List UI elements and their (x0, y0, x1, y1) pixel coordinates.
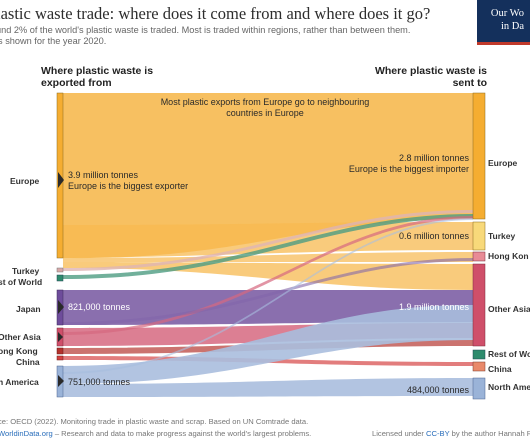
right-header-line-1: Where plastic waste is (374, 65, 487, 77)
flow-europe-hongkong (63, 252, 473, 262)
subtitle-line-1: und 2% of the world's plastic waste is t… (0, 25, 411, 35)
footer-site-link[interactable]: WorldinData.org (0, 429, 53, 438)
flow-namerica-namerica (63, 378, 473, 397)
node-dest-otherasia (472, 263, 486, 347)
arrow-namerica-export (58, 375, 64, 387)
annotation-namerica-import: 484,000 tonnes (406, 385, 469, 395)
node-source-hongkong (56, 347, 64, 355)
europe-export-line-2: Europe is the biggest exporter (68, 181, 189, 191)
footer-license: Licensed under CC-BY by the author Hanna… (372, 429, 530, 438)
logo-line-2: in Da (500, 21, 524, 32)
dest-label-china: China (488, 364, 512, 374)
arrow-otherasia (58, 332, 63, 342)
owid-logo[interactable]: Our Wo in Da (477, 0, 530, 45)
dest-label-otherasia: Other Asia (488, 304, 530, 314)
footer-source: ce: OECD (2022). Monitoring trade in pla… (0, 417, 309, 426)
annotation-turkey-import: 0.6 million tonnes (398, 231, 469, 241)
license-prefix: Licensed under (372, 429, 427, 438)
source-label-namerica: h America (0, 377, 39, 387)
source-nodes (56, 92, 64, 398)
left-column-header: Where plastic waste is exported from (41, 65, 153, 89)
chart-title: lastic waste trade: where does it come f… (0, 4, 431, 23)
flow-europe-europe (63, 93, 473, 259)
node-source-china (56, 355, 64, 361)
annotation-top-note: Most plastic exports from Europe go to n… (145, 97, 385, 119)
source-label-china: China (16, 357, 40, 367)
flow-namerica-otherasia (63, 305, 473, 384)
subtitle-line-2: is shown for the year 2020. (0, 36, 107, 46)
destination-nodes (472, 92, 486, 400)
annotation-namerica-export: 751,000 tonnes (68, 377, 131, 387)
annotation-europe-import: 2.8 million tonnes Europe is the biggest… (349, 153, 469, 175)
node-source-turkey (56, 267, 64, 273)
europe-import-line-2: Europe is the biggest importer (348, 164, 469, 174)
flow-europe-turkey (63, 222, 473, 258)
annotation-otherasia-import: 1.9 million tonnes (398, 302, 469, 312)
arrow-europe-export (58, 172, 64, 188)
node-dest-namerica (472, 377, 486, 400)
annotation-europe-export: 3.9 million tonnes Europe is the biggest… (68, 170, 188, 192)
source-label-otherasia: Other Asia (0, 332, 41, 342)
dest-label-namerica: North Ame (488, 382, 530, 392)
node-dest-turkey (472, 221, 486, 251)
source-label-hongkong: ong Kong (0, 346, 38, 356)
flows (63, 93, 473, 397)
license-suffix: by the author Hannah Rit (449, 429, 530, 438)
dest-label-hongkong: Hong Kon (488, 251, 529, 261)
node-dest-hongkong (472, 251, 486, 262)
left-header-line-1: Where plastic waste is (41, 65, 154, 77)
dest-label-restofworld: Rest of Wo (488, 349, 530, 359)
left-header-line-2: exported from (41, 77, 112, 89)
europe-export-line-1: 3.9 million tonnes (68, 170, 139, 180)
license-link[interactable]: CC-BY (426, 429, 450, 438)
arrow-japan-export (58, 300, 64, 314)
source-label-japan: Japan (16, 304, 41, 314)
dest-label-europe: Europe (488, 158, 518, 168)
source-label-turkey: Turkey (12, 266, 40, 276)
annotation-japan-export: 821,000 tonnes (68, 302, 131, 312)
footer-line-2: WorldinData.org – Research and data to m… (0, 429, 311, 438)
node-source-restofworld (56, 274, 64, 282)
node-dest-restofworld (472, 349, 486, 360)
right-column-header: Where plastic waste is sent to (375, 65, 487, 89)
footer-mission: – Research and data to make progress aga… (52, 429, 312, 438)
dest-label-turkey: Turkey (488, 231, 516, 241)
europe-import-line-1: 2.8 million tonnes (398, 153, 469, 163)
top-note-line-1: Most plastic exports from Europe go to n… (160, 97, 370, 107)
arrow-markers (58, 172, 64, 387)
right-header-line-2: sent to (452, 77, 487, 89)
logo-line-1: Our Wo (490, 8, 524, 19)
node-dest-europe (472, 92, 486, 220)
source-label-restofworld: st of World (0, 277, 43, 287)
node-dest-china (472, 361, 486, 372)
source-label-europe: Europe (10, 176, 40, 186)
top-note-line-2: countries in Europe (226, 108, 304, 118)
